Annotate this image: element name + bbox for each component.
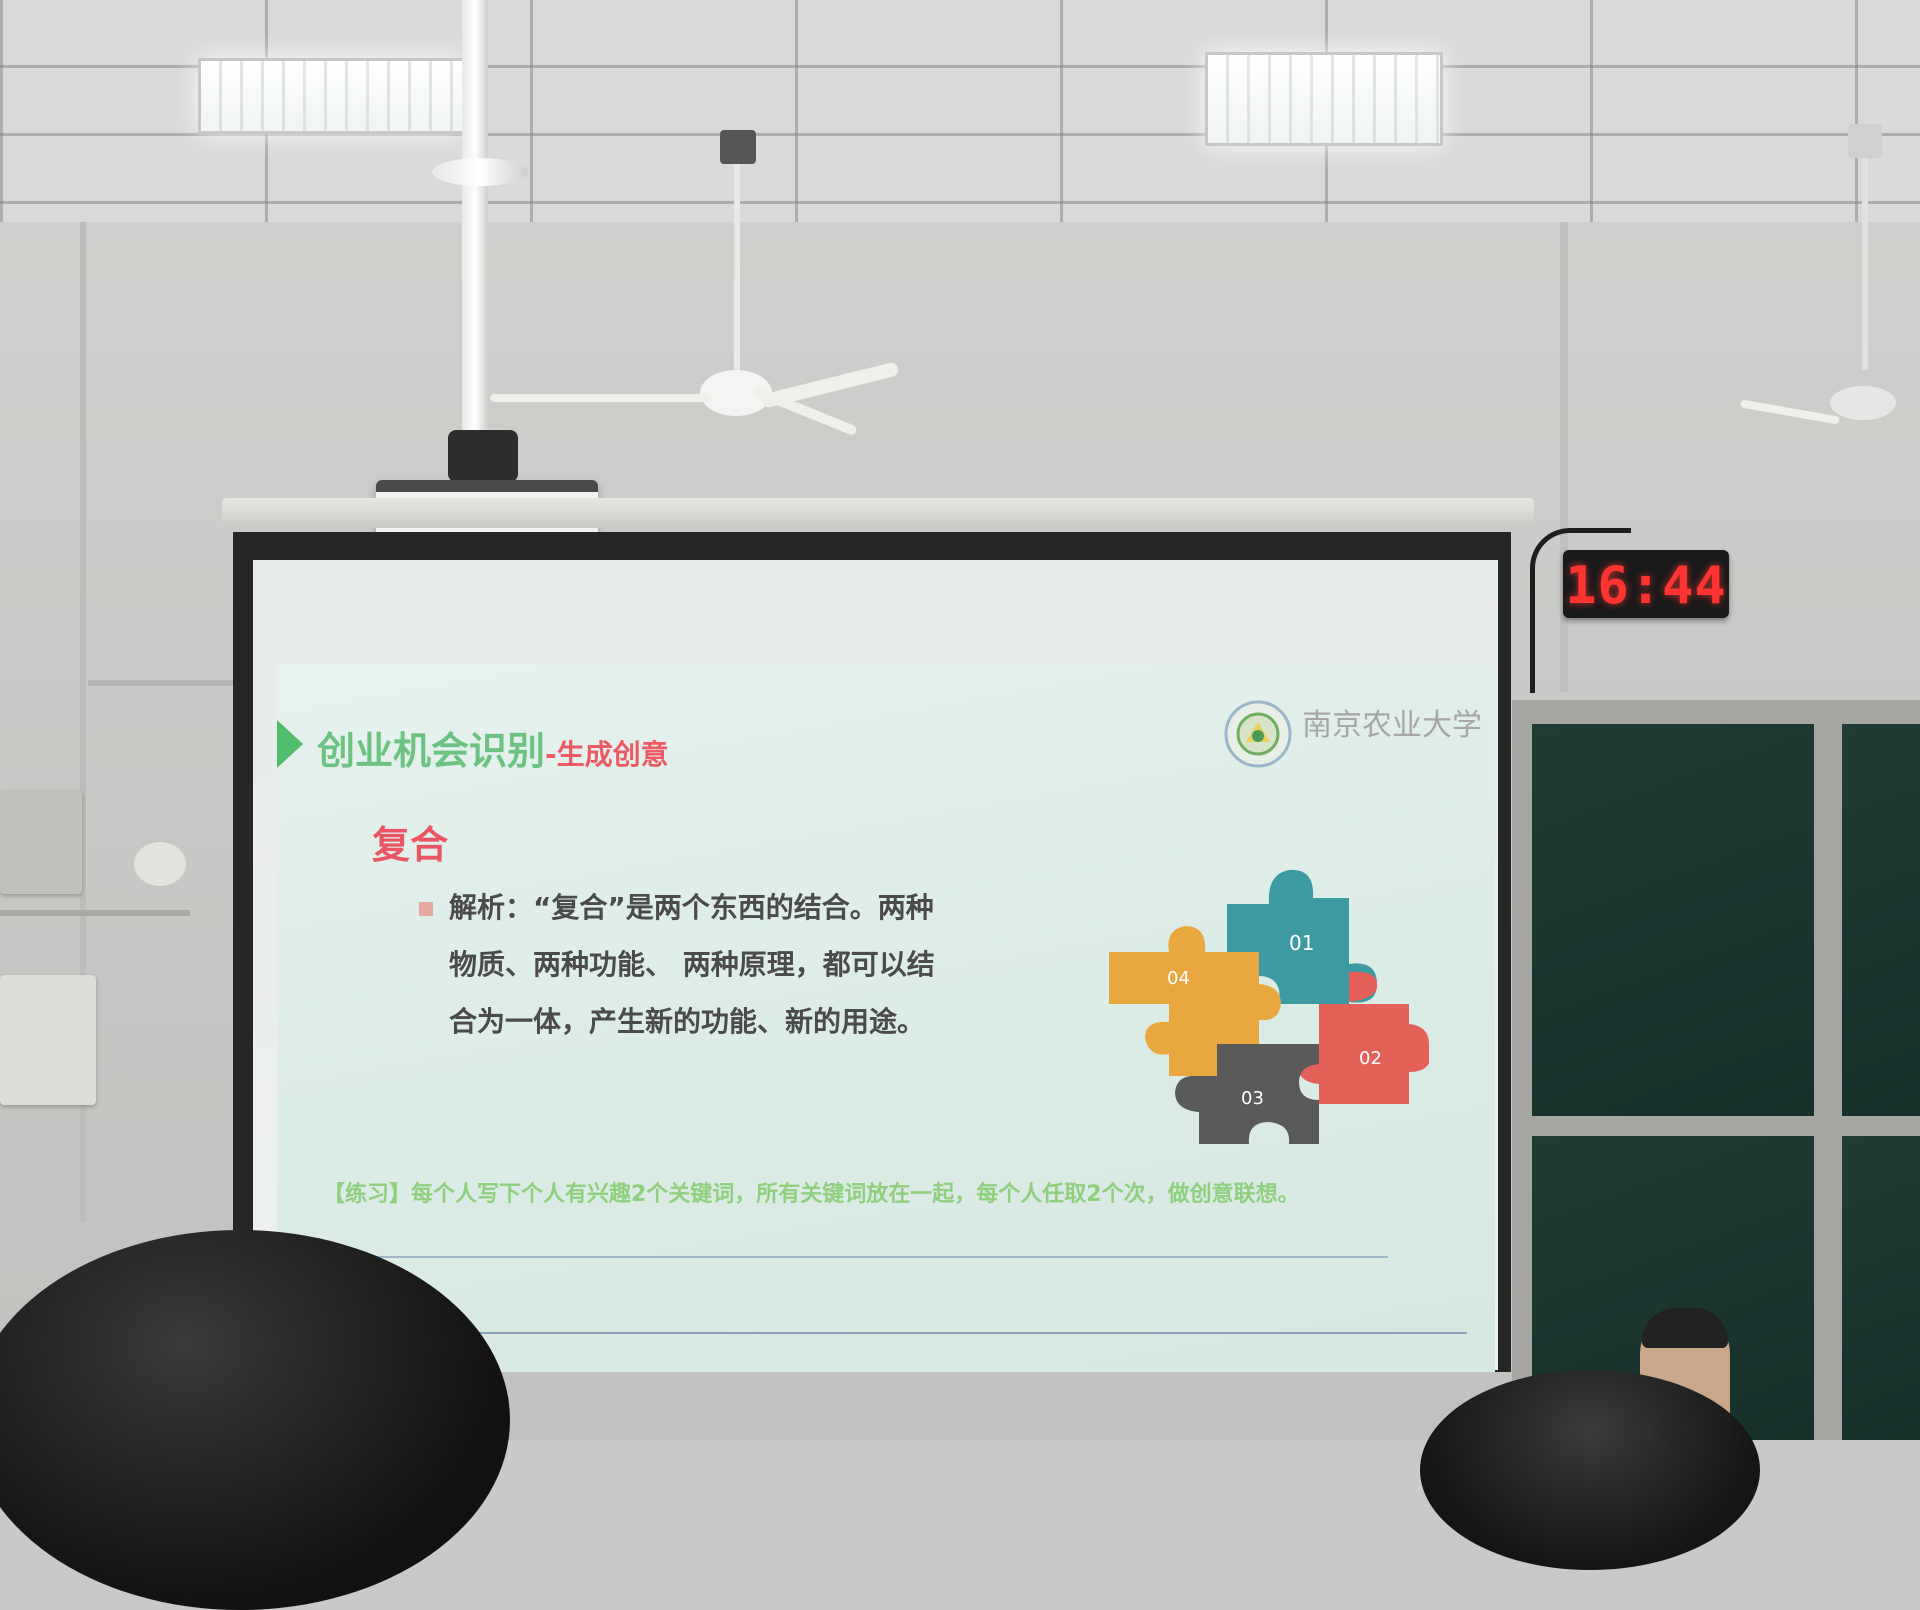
ceiling-light-left bbox=[198, 58, 466, 134]
blackboard-panel bbox=[1842, 724, 1920, 1116]
slide-title-sub: -生成创意 bbox=[545, 738, 669, 771]
wall-ledge bbox=[88, 680, 238, 686]
wall-panel bbox=[0, 790, 82, 894]
presentation-slide: 创业机会识别-生成创意 南京农业大学 复合 解析：“复合”是两个东西的结合。两种… bbox=[277, 664, 1495, 1372]
ceiling bbox=[0, 0, 1920, 225]
audience-head bbox=[1420, 1370, 1760, 1570]
wall-pillar-line bbox=[1560, 222, 1568, 692]
slide-divider bbox=[317, 1332, 1467, 1334]
fan-blade bbox=[490, 394, 710, 402]
bullet-icon bbox=[419, 902, 433, 916]
slide-title-main: 创业机会识别 bbox=[317, 729, 546, 773]
puzzle-pieces-icon: 01 02 03 04 bbox=[1109, 869, 1429, 1144]
puzzle-label-04: 04 bbox=[1167, 968, 1190, 989]
slide-heading: 复合 bbox=[372, 823, 449, 867]
clock-cable bbox=[1530, 528, 1631, 693]
puzzle-piece-04: 04 bbox=[1109, 926, 1281, 1076]
wall-box bbox=[0, 975, 96, 1105]
projector-cables bbox=[448, 430, 518, 482]
puzzle-label-01: 01 bbox=[1289, 931, 1314, 955]
body-line: 解析：“复合”是两个东西的结合。两种 bbox=[419, 879, 1069, 936]
fan-mount bbox=[1848, 124, 1882, 158]
slide-title: 创业机会识别-生成创意 bbox=[317, 720, 669, 775]
puzzle-piece-03: 03 bbox=[1175, 1044, 1319, 1144]
puzzle-label-02: 02 bbox=[1359, 1048, 1382, 1069]
projector-pole-collar bbox=[432, 158, 528, 186]
university-name: 南京农业大学 bbox=[1302, 708, 1482, 743]
fan-rod bbox=[734, 150, 740, 372]
wall-ledge bbox=[0, 910, 190, 916]
fan-hub bbox=[1830, 386, 1896, 420]
puzzle-label-03: 03 bbox=[1241, 1088, 1264, 1109]
projector-pole bbox=[462, 0, 488, 440]
slide-divider bbox=[323, 1256, 1388, 1258]
fan-rod bbox=[1862, 130, 1868, 370]
ceiling-light-right bbox=[1205, 52, 1443, 146]
fan-mount bbox=[720, 130, 756, 164]
blackboard-panel bbox=[1842, 1136, 1920, 1440]
slide-body: 解析：“复合”是两个东西的结合。两种 物质、两种功能、 两种原理，都可以结 合为… bbox=[419, 879, 1069, 1050]
title-arrow-icon bbox=[277, 720, 303, 768]
lecturer-hair bbox=[1642, 1308, 1728, 1348]
exercise-text: 【练习】每个人写下个人有兴趣2个关键词，所有关键词放在一起，每个人任取2个次，做… bbox=[323, 1182, 1300, 1207]
security-camera bbox=[134, 842, 186, 886]
puzzle-piece-02: 02 bbox=[1297, 971, 1429, 1104]
puzzle-piece-01: 01 bbox=[1227, 869, 1377, 1004]
audience-head bbox=[0, 1230, 510, 1610]
body-line: 物质、两种功能、 两种原理，都可以结 bbox=[449, 948, 935, 981]
wall-pillar-line bbox=[80, 222, 86, 1222]
blackboard-panel bbox=[1532, 724, 1814, 1116]
university-logo-icon bbox=[1224, 700, 1292, 768]
body-line: 合为一体，产生新的功能、新的用途。 bbox=[449, 1005, 926, 1038]
wall-clock: 16:44 bbox=[1563, 550, 1729, 618]
screen-roller bbox=[222, 498, 1534, 528]
clock-time: 16:44 bbox=[1565, 556, 1727, 616]
